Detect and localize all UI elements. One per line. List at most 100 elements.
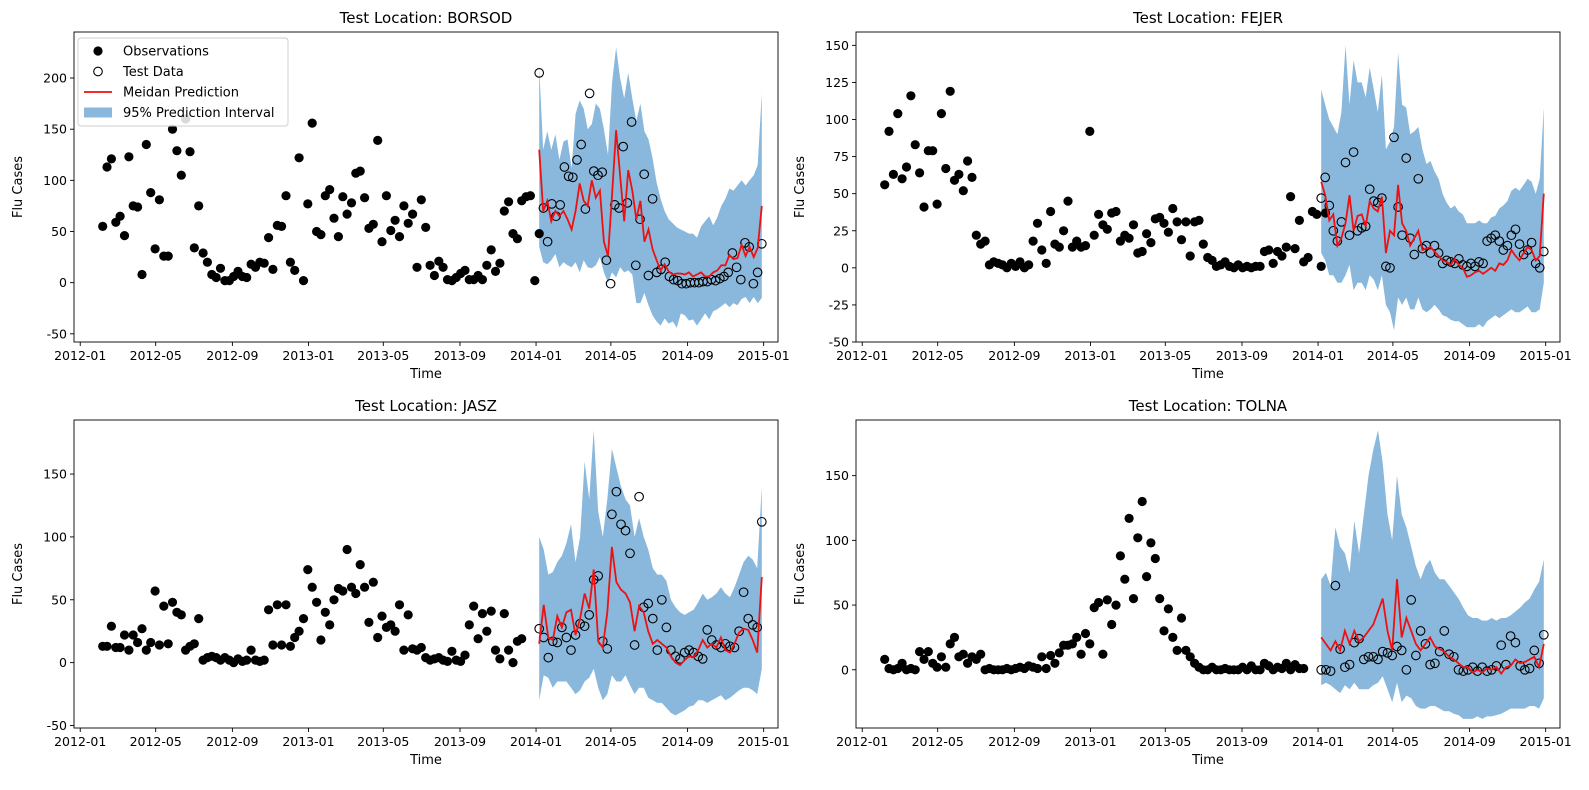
- observation-point: [954, 169, 964, 179]
- test-data-point: [1348, 147, 1359, 157]
- observation-point: [888, 169, 899, 179]
- observation-point: [980, 236, 990, 246]
- test-data-point: [552, 637, 563, 648]
- observation-point: [1089, 230, 1099, 240]
- legend-observations-marker: [93, 46, 103, 56]
- observation-point: [394, 600, 405, 610]
- test-data-point: [1316, 664, 1327, 675]
- observation-point: [1172, 217, 1182, 227]
- test-data-point: [1373, 654, 1383, 665]
- x-tick-label: 2015-01: [738, 734, 790, 749]
- chart-title: Test Location: TOLNA: [1128, 397, 1288, 415]
- test-data-point: [652, 645, 663, 655]
- observation-point: [98, 221, 108, 231]
- observation-point: [1128, 594, 1139, 604]
- observation-point: [386, 225, 396, 236]
- test-data-point: [1510, 637, 1521, 648]
- observation-point: [159, 601, 169, 611]
- observation-point: [1181, 217, 1191, 227]
- test-data-point: [1429, 240, 1440, 251]
- test-data-point: [572, 155, 582, 165]
- observation-point: [932, 199, 942, 209]
- observation-point: [1133, 533, 1143, 543]
- observation-point: [910, 665, 920, 675]
- observation-point: [1255, 665, 1265, 675]
- observation-point: [880, 180, 890, 190]
- test-data-point: [1330, 580, 1341, 591]
- legend: Observations Test Data Meidan Prediction 95…: [77, 37, 289, 127]
- observation-point: [1067, 639, 1077, 649]
- test-data-point: [738, 587, 749, 598]
- x-tick-label: 2013-01: [282, 348, 334, 363]
- observation-point: [1146, 238, 1156, 248]
- observation-point: [364, 617, 374, 628]
- test-data-point: [1534, 262, 1545, 273]
- observation-point: [1155, 594, 1165, 604]
- legend-box: [77, 37, 289, 127]
- observation-point: [167, 124, 178, 134]
- test-data-point: [1328, 225, 1339, 236]
- test-data-point: [1320, 172, 1331, 183]
- observation-point: [115, 211, 125, 221]
- observation-point: [163, 639, 173, 649]
- test-data-point: [1340, 157, 1351, 168]
- test-data-point: [1325, 666, 1336, 676]
- observation-point: [246, 645, 256, 655]
- observation-point: [941, 163, 951, 174]
- observation-point: [1076, 649, 1086, 659]
- observation-point: [368, 219, 378, 229]
- observation-point: [329, 213, 339, 223]
- test-data-point: [748, 278, 759, 289]
- observation-point: [945, 639, 955, 649]
- test-data-point: [639, 169, 650, 180]
- observation-point: [1107, 619, 1117, 630]
- x-tick-label: 2012-09: [988, 348, 1040, 363]
- y-tick-label: 125: [825, 75, 849, 90]
- observation-point: [272, 600, 282, 610]
- observation-point: [919, 654, 929, 665]
- observation-point: [530, 276, 540, 286]
- observation-point: [901, 162, 912, 172]
- observation-point: [399, 645, 409, 655]
- observation-point: [1281, 658, 1291, 668]
- y-tick-label: -50: [47, 718, 67, 733]
- observation-point: [1080, 241, 1091, 251]
- observation-point: [106, 154, 116, 164]
- test-data-point: [1385, 262, 1395, 273]
- observation-point: [1128, 220, 1139, 230]
- prediction-interval-band: [539, 430, 762, 716]
- y-tick-label: -50: [829, 335, 849, 350]
- observation-point: [1268, 258, 1278, 268]
- observation-point: [146, 637, 156, 648]
- test-data-point: [1368, 651, 1379, 662]
- observation-point: [194, 201, 204, 211]
- observation-point: [499, 609, 509, 619]
- test-data-point: [542, 236, 553, 247]
- observation-point: [486, 245, 496, 255]
- observation-point: [495, 258, 505, 268]
- observation-point: [429, 270, 439, 281]
- observation-point: [1176, 235, 1187, 245]
- test-data-point: [1505, 631, 1516, 641]
- y-tick-label: 0: [841, 662, 849, 677]
- observation-point: [351, 588, 361, 599]
- y-tick-label: 150: [43, 467, 67, 482]
- y-tick-label: 100: [825, 112, 849, 127]
- observation-point: [1054, 242, 1064, 252]
- observation-point: [1137, 496, 1147, 507]
- observation-point: [460, 265, 470, 275]
- observation-point: [477, 609, 487, 619]
- test-data-point: [647, 193, 658, 204]
- legend-interval-marker: [84, 107, 112, 118]
- observation-point: [1120, 574, 1130, 584]
- test-data-point: [567, 172, 578, 183]
- observation-point: [880, 654, 890, 665]
- y-tick-label: -25: [829, 297, 849, 312]
- test-data-point: [743, 613, 754, 624]
- test-data-point: [618, 141, 629, 152]
- observation-point: [1312, 209, 1322, 219]
- x-tick-label: 2013-05: [357, 734, 409, 749]
- test-data-point: [561, 632, 572, 643]
- observation-point: [1277, 251, 1287, 261]
- observation-point: [1102, 224, 1112, 234]
